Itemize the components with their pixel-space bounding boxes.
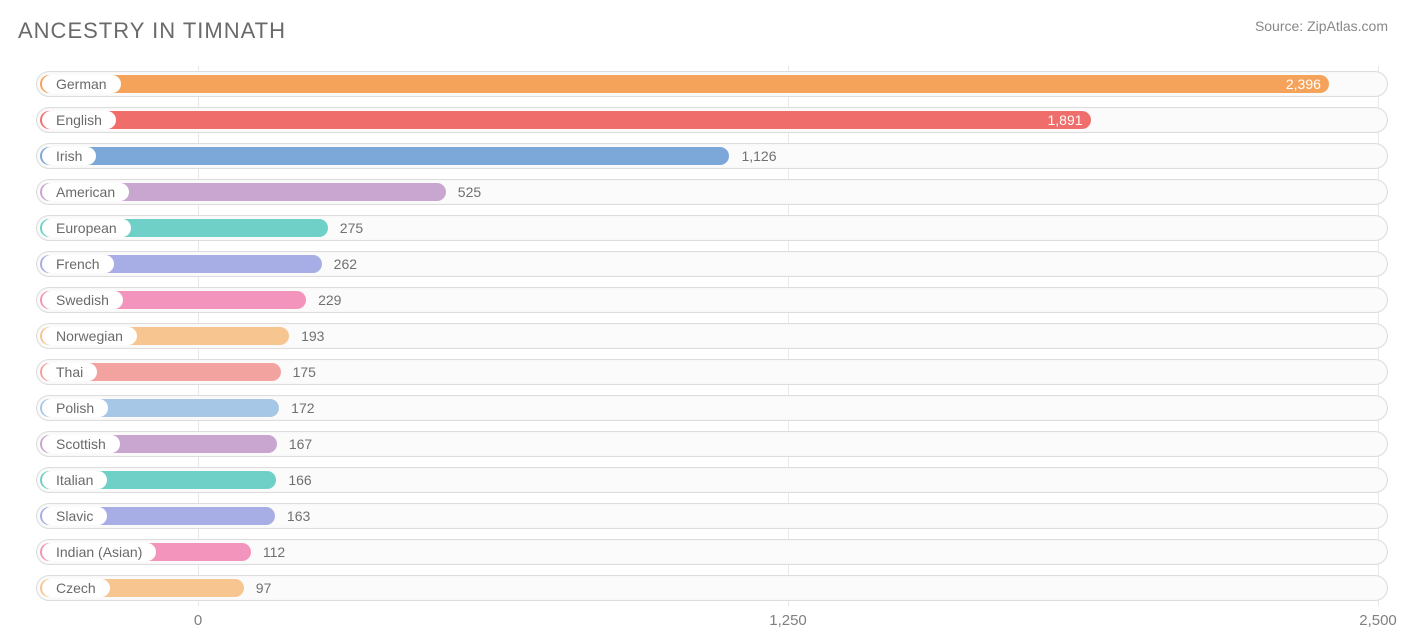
bar-row: French 262 bbox=[18, 246, 1394, 282]
bar-value: 167 bbox=[289, 435, 312, 453]
category-pill: Swedish bbox=[42, 291, 123, 309]
category-pill: Thai bbox=[42, 363, 97, 381]
bar-row: German 2,396 bbox=[18, 66, 1394, 102]
bar-row: Thai 175 bbox=[18, 354, 1394, 390]
chart-container: ANCESTRY IN TIMNATH Source: ZipAtlas.com… bbox=[0, 0, 1406, 644]
bar-row: Swedish 229 bbox=[18, 282, 1394, 318]
bar-value: 229 bbox=[318, 291, 341, 309]
bar-row: English 1,891 bbox=[18, 102, 1394, 138]
category-pill: Slavic bbox=[42, 507, 107, 525]
bar-row: Indian (Asian) 112 bbox=[18, 534, 1394, 570]
category-pill: Irish bbox=[42, 147, 96, 165]
bar-value: 525 bbox=[458, 183, 481, 201]
chart-header: ANCESTRY IN TIMNATH Source: ZipAtlas.com bbox=[18, 18, 1394, 44]
x-tick-label: 0 bbox=[194, 612, 202, 629]
bar bbox=[40, 75, 1329, 93]
category-pill: German bbox=[42, 75, 121, 93]
category-pill: Czech bbox=[42, 579, 110, 597]
bar-value: 193 bbox=[301, 327, 324, 345]
category-pill: Italian bbox=[42, 471, 107, 489]
bar-row: Irish 1,126 bbox=[18, 138, 1394, 174]
bar-value: 275 bbox=[340, 219, 363, 237]
bar-row: European 275 bbox=[18, 210, 1394, 246]
chart-source: Source: ZipAtlas.com bbox=[1255, 18, 1394, 34]
bar-row: Czech 97 bbox=[18, 570, 1394, 606]
bar-value: 1,891 bbox=[1048, 111, 1083, 129]
category-pill: European bbox=[42, 219, 131, 237]
x-axis: 0 1,250 2,500 bbox=[18, 610, 1394, 638]
bar bbox=[40, 147, 729, 165]
category-pill: Scottish bbox=[42, 435, 120, 453]
bar-value: 2,396 bbox=[1286, 75, 1321, 93]
bar-value: 262 bbox=[334, 255, 357, 273]
bar-row: Scottish 167 bbox=[18, 426, 1394, 462]
x-tick-label: 1,250 bbox=[769, 612, 807, 629]
bar-value: 112 bbox=[263, 543, 285, 561]
bar-value: 1,126 bbox=[741, 147, 776, 165]
bar-value: 175 bbox=[293, 363, 316, 381]
category-pill: English bbox=[42, 111, 116, 129]
chart-title: ANCESTRY IN TIMNATH bbox=[18, 18, 286, 44]
bar-value: 97 bbox=[256, 579, 272, 597]
category-pill: Norwegian bbox=[42, 327, 137, 345]
chart-plot: German 2,396 English 1,891 Irish 1,126 America… bbox=[18, 66, 1394, 606]
category-pill: Polish bbox=[42, 399, 108, 417]
bar-row: American 525 bbox=[18, 174, 1394, 210]
bar-value: 163 bbox=[287, 507, 310, 525]
x-tick-label: 2,500 bbox=[1359, 612, 1397, 629]
bar-row: Slavic 163 bbox=[18, 498, 1394, 534]
category-pill: American bbox=[42, 183, 129, 201]
bar-row: Polish 172 bbox=[18, 390, 1394, 426]
bar-value: 172 bbox=[291, 399, 314, 417]
category-pill: French bbox=[42, 255, 114, 273]
category-pill: Indian (Asian) bbox=[42, 543, 156, 561]
bar-row: Norwegian 193 bbox=[18, 318, 1394, 354]
bar-row: Italian 166 bbox=[18, 462, 1394, 498]
bar bbox=[40, 111, 1091, 129]
bar-value: 166 bbox=[288, 471, 311, 489]
